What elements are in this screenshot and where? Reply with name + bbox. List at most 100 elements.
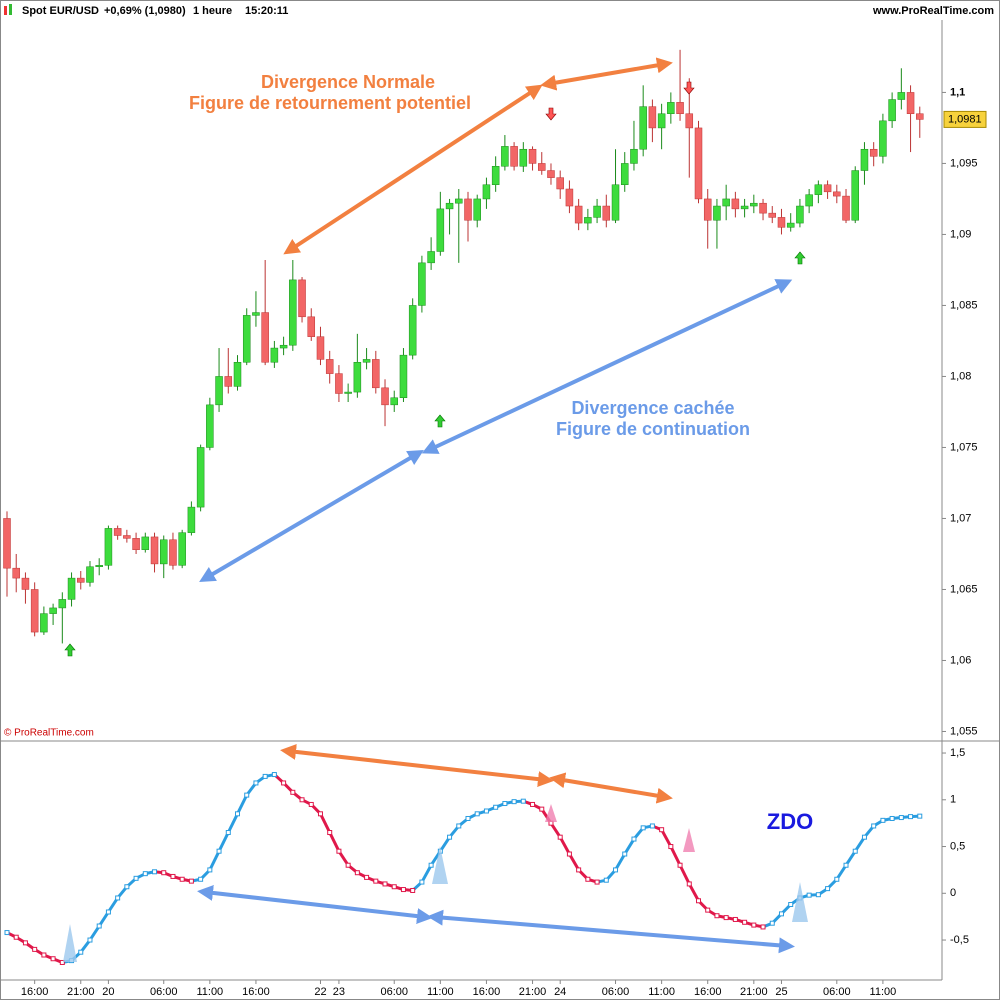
x-tick-label: 20 bbox=[102, 986, 114, 998]
candle-body bbox=[658, 114, 665, 128]
candle-body bbox=[197, 447, 204, 507]
oscillator-point bbox=[678, 863, 682, 867]
oscillator-point bbox=[125, 885, 129, 889]
candle-body bbox=[31, 589, 38, 632]
x-tick-label: 11:00 bbox=[196, 986, 223, 998]
oscillator-point bbox=[494, 805, 498, 809]
oscillator-point bbox=[236, 812, 240, 816]
oscillator-point bbox=[51, 957, 55, 961]
clock: 15:20:11 bbox=[245, 5, 288, 17]
oscillator-point bbox=[632, 837, 636, 841]
oscillator-point bbox=[761, 925, 765, 929]
oscillator-point bbox=[770, 921, 774, 925]
candle-body bbox=[778, 217, 785, 227]
candle-body bbox=[889, 100, 896, 121]
oscillator-point bbox=[567, 852, 571, 856]
candle-body bbox=[474, 199, 481, 220]
oscillator-point bbox=[401, 888, 405, 892]
y-tick-label: 1,5 bbox=[950, 747, 965, 759]
oscillator-point bbox=[199, 877, 203, 881]
x-tick-label: 16:00 bbox=[21, 986, 49, 998]
x-tick-label: 23 bbox=[333, 986, 345, 998]
oscillator-point bbox=[208, 868, 212, 872]
oscillator-point bbox=[116, 896, 120, 900]
candle-body bbox=[428, 251, 435, 262]
candle-body bbox=[483, 185, 490, 199]
oscillator-point bbox=[309, 802, 313, 806]
oscillator-point bbox=[106, 910, 110, 914]
oscillator-point bbox=[650, 824, 654, 828]
candle-body bbox=[345, 392, 352, 393]
x-tick-label: 22 bbox=[314, 986, 326, 998]
period: 1 heure bbox=[193, 5, 232, 17]
candle-body bbox=[418, 263, 425, 306]
candle-body bbox=[870, 149, 877, 156]
y-tick-label: 1 bbox=[950, 794, 956, 806]
oscillator-point bbox=[697, 899, 701, 903]
candle-body bbox=[455, 199, 462, 203]
oscillator-point bbox=[14, 935, 18, 939]
candle-body bbox=[723, 199, 730, 206]
candle-body bbox=[584, 217, 591, 223]
candle-body bbox=[271, 348, 278, 362]
candle-body bbox=[898, 92, 905, 99]
candle-body bbox=[446, 203, 453, 209]
candle-body bbox=[22, 578, 29, 589]
candle-body bbox=[308, 317, 315, 337]
candle-body bbox=[833, 192, 840, 196]
candle-body bbox=[50, 608, 57, 614]
candle-body bbox=[169, 540, 176, 566]
candle-body bbox=[907, 92, 914, 113]
indicator-title: ZDO bbox=[767, 809, 813, 834]
candle-body bbox=[787, 223, 794, 227]
x-tick-label: 06:00 bbox=[602, 986, 630, 998]
x-tick-label: 11:00 bbox=[870, 986, 897, 998]
oscillator-point bbox=[328, 831, 332, 835]
oscillator-point bbox=[411, 888, 415, 892]
candle-body bbox=[372, 359, 379, 387]
change: +0,69% (1,0980) bbox=[104, 5, 186, 17]
y-tick-label: 1,07 bbox=[950, 512, 971, 524]
candle-body bbox=[750, 203, 757, 206]
candle-body bbox=[409, 305, 416, 355]
oscillator-point bbox=[826, 887, 830, 891]
oscillator-point bbox=[134, 876, 138, 880]
oscillator-point bbox=[604, 878, 608, 882]
oscillator-point bbox=[189, 879, 193, 883]
x-tick-label: 11:00 bbox=[427, 986, 454, 998]
x-tick-label: 16:00 bbox=[694, 986, 722, 998]
oscillator-point bbox=[577, 868, 581, 872]
candle-body bbox=[806, 195, 813, 206]
y-tick-label: 1,08 bbox=[950, 370, 971, 382]
candle-body bbox=[916, 114, 923, 120]
candle-body bbox=[667, 102, 674, 113]
candle-body bbox=[179, 533, 186, 566]
candle-body bbox=[879, 121, 886, 157]
x-tick-label: 21:00 bbox=[519, 986, 547, 998]
oscillator-point bbox=[706, 908, 710, 912]
oscillator-point bbox=[374, 879, 378, 883]
candle-body bbox=[299, 280, 306, 317]
oscillator-point bbox=[715, 914, 719, 918]
oscillator-point bbox=[862, 835, 866, 839]
oscillator-point bbox=[899, 816, 903, 820]
oscillator-point bbox=[162, 871, 166, 875]
y-tick-label: 0,5 bbox=[950, 840, 965, 852]
oscillator-point bbox=[365, 875, 369, 879]
candle-body bbox=[704, 199, 711, 220]
candle-body bbox=[206, 405, 213, 448]
y-tick-label: -0,5 bbox=[950, 934, 969, 946]
annotation: Divergence Normale bbox=[261, 72, 435, 92]
candle-body bbox=[391, 398, 398, 405]
oscillator-point bbox=[807, 893, 811, 897]
oscillator-point bbox=[457, 824, 461, 828]
oscillator-point bbox=[245, 793, 249, 797]
candle-body bbox=[354, 362, 361, 392]
oscillator-point bbox=[595, 880, 599, 884]
annotation: Divergence cachée bbox=[571, 398, 734, 418]
site[interactable]: www.ProRealTime.com bbox=[872, 5, 994, 17]
oscillator-point bbox=[512, 800, 516, 804]
candle-body bbox=[262, 313, 269, 363]
candle-body bbox=[151, 537, 158, 564]
candle-body bbox=[188, 507, 195, 533]
